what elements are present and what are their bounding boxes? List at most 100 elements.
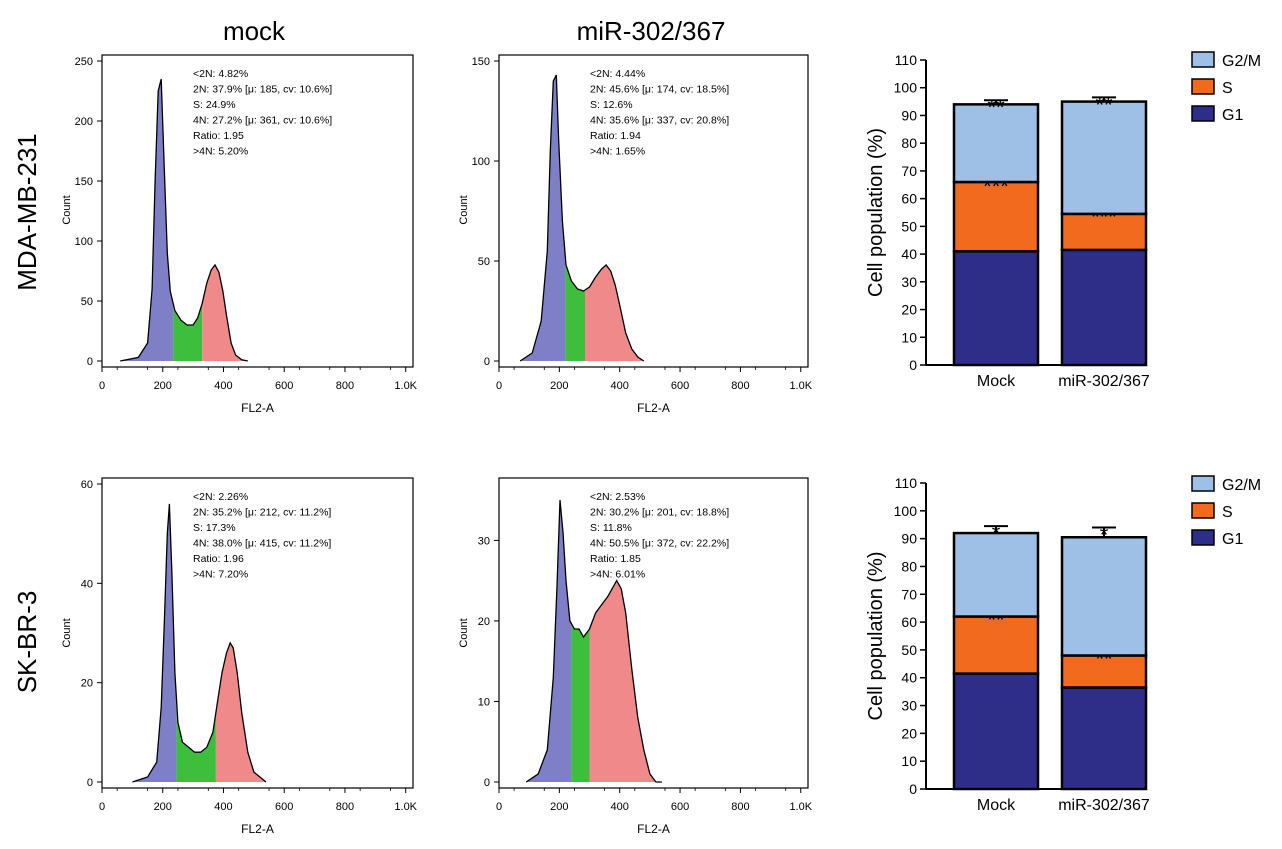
y-tick-label: 10 (901, 329, 917, 345)
y-tick-label: 60 (901, 614, 917, 630)
stats-line: Ratio: 1.96 (193, 553, 244, 565)
category-label: miR-302/367 (1058, 797, 1150, 814)
stats-line: Ratio: 1.85 (590, 553, 641, 565)
stats-line: >4N: 5.20% (193, 146, 248, 158)
x-tick-label: 0 (99, 380, 105, 392)
significance-marker: * (992, 521, 1001, 546)
legend-label: G1 (1222, 531, 1243, 548)
stats-line: Ratio: 1.94 (590, 130, 641, 142)
y-tick-label: 80 (901, 135, 917, 151)
legend-label: G2/M (1222, 477, 1261, 494)
y-tick-label: 10 (478, 696, 490, 708)
x-tick-label: 0 (99, 801, 105, 813)
y-tick-label: 110 (895, 52, 918, 68)
y-tick-label: 100 (75, 236, 93, 248)
stats-line: S: 17.3% (193, 522, 236, 534)
x-axis-label: FL2-A (241, 401, 274, 415)
y-tick-label: 0 (87, 356, 93, 368)
y-tick-label: 20 (478, 616, 490, 628)
x-tick-label: 1.0K (394, 380, 417, 392)
x-tick-label: 400 (214, 380, 232, 392)
y-tick-label: 90 (901, 531, 917, 547)
stats-line: 2N: 45.6% [μ: 174, cv: 18.5%] (590, 84, 729, 96)
legend-swatch (1191, 475, 1215, 492)
y-tick-label: 50 (901, 642, 917, 658)
category-label: Mock (977, 797, 1016, 814)
stats-line: <2N: 2.26% (193, 491, 248, 503)
x-tick-label: 800 (336, 380, 354, 392)
column-title-mir: miR-302/367 (577, 16, 726, 46)
bar-segment-g1 (1060, 248, 1148, 367)
y-tick-label: 110 (895, 475, 918, 491)
stats-line: 4N: 38.0% [μ: 415, cv: 11.2%] (193, 538, 331, 550)
x-tick-label: 1.0K (789, 380, 812, 392)
y-tick-label: 20 (901, 302, 917, 318)
x-tick-label: 600 (671, 380, 689, 392)
x-tick-label: 200 (550, 380, 568, 392)
g1-phase-area (520, 75, 566, 361)
significance-marker: ** (1095, 92, 1113, 117)
stacked-bar-chart-skbr3: 0 10 20 30 40 50 60 70 80 90 100 110 Cell population… (865, 475, 1261, 814)
x-tick-label: 800 (336, 801, 354, 813)
histogram-skbr3-mock: 0 200 400 600 800 1.0K 0 20 40 60 FL2-A Count <2N: 2… (61, 477, 418, 836)
stats-line: <2N: 2.53% (590, 491, 645, 503)
stats-line: >4N: 1.65% (590, 146, 645, 158)
histogram-line (525, 500, 662, 783)
legend-swatch (1191, 529, 1215, 546)
stats-line: 2N: 35.2% [μ: 212, cv: 11.2%] (193, 507, 331, 519)
legend-label: G2/M (1222, 53, 1261, 70)
y-axis-label: Count (458, 618, 470, 647)
x-tick-label: 200 (550, 801, 568, 813)
plot-frame (101, 477, 414, 789)
x-tick-label: 1.0K (394, 801, 417, 813)
x-tick-label: 0 (496, 801, 502, 813)
s-phase-area (565, 257, 586, 361)
y-axis-label: Cell population (%) (865, 552, 887, 721)
x-tick-label: 400 (214, 801, 232, 813)
y-tick-label: 0 (909, 781, 917, 797)
x-tick-label: 400 (611, 380, 629, 392)
y-tick-label: 60 (81, 479, 93, 491)
y-tick-label: 50 (478, 256, 490, 268)
y-tick-label: 30 (901, 698, 917, 714)
x-axis-label: FL2-A (241, 822, 274, 836)
y-axis-label: Cell population (%) (865, 128, 887, 297)
stacked-bar-chart-mda: 0 10 20 30 40 50 60 70 80 90 100 110 Cell population… (865, 51, 1261, 390)
y-tick-label: 30 (478, 535, 490, 547)
stats-line: 4N: 35.6% [μ: 337, cv: 20.8%] (590, 115, 729, 127)
y-tick-label: 100 (894, 503, 918, 519)
stats-line: >4N: 7.20% (193, 569, 248, 581)
y-tick-label: 70 (901, 586, 917, 602)
stats-line: 4N: 50.5% [μ: 372, cv: 22.2%] (590, 538, 729, 550)
stats-line: <2N: 4.82% (193, 68, 248, 80)
y-tick-label: 0 (484, 356, 490, 368)
y-tick-label: 100 (472, 156, 490, 168)
bar-segment-g2m (1060, 100, 1148, 216)
histogram-line (120, 78, 248, 362)
g2m-phase-area (202, 265, 248, 361)
x-axis-label: FL2-A (637, 822, 670, 836)
legend-label: S (1222, 80, 1233, 97)
y-axis-label: Count (61, 195, 73, 224)
column-title-mock: mock (223, 16, 286, 46)
y-tick-label: 0 (87, 777, 93, 789)
g2m-phase-area (589, 580, 662, 782)
legend-label: S (1222, 504, 1233, 521)
y-tick-label: 150 (75, 176, 93, 188)
y-tick-label: 70 (901, 163, 917, 179)
row-label-mda: MDA-MB-231 (12, 133, 42, 290)
significance-marker: ** (987, 95, 1005, 120)
x-tick-label: 800 (731, 380, 749, 392)
y-tick-label: 90 (901, 107, 917, 123)
legend-swatch (1191, 78, 1215, 95)
x-tick-label: 1.0K (789, 801, 812, 813)
y-tick-label: 20 (901, 725, 917, 741)
bar-segment-g1 (952, 672, 1040, 791)
bar-segment-g2m (1060, 535, 1148, 657)
y-tick-label: 50 (901, 218, 917, 234)
stats-line: Ratio: 1.95 (193, 130, 244, 142)
legend-swatch (1191, 502, 1215, 519)
x-tick-label: 200 (154, 801, 172, 813)
y-tick-label: 40 (81, 578, 93, 590)
